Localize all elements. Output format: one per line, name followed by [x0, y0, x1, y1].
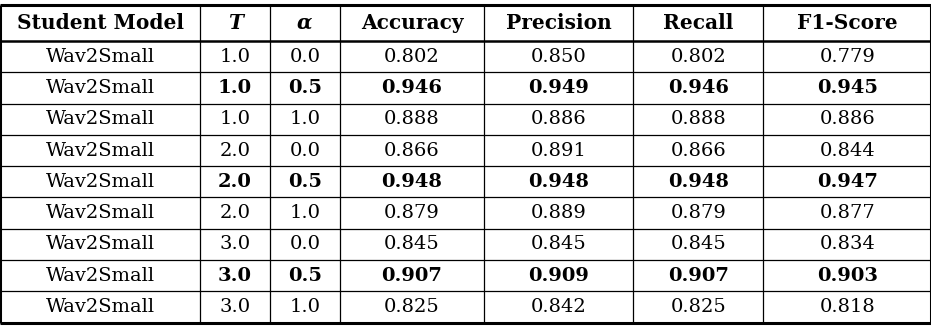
Text: 3.0: 3.0	[220, 235, 250, 253]
Text: α: α	[297, 13, 313, 33]
Text: 3.0: 3.0	[220, 298, 250, 316]
Text: 0.802: 0.802	[670, 48, 726, 66]
Text: 0.825: 0.825	[385, 298, 439, 316]
Text: 0.903: 0.903	[816, 267, 878, 285]
Text: 0.946: 0.946	[382, 79, 442, 97]
Text: Wav2Small: Wav2Small	[46, 235, 155, 253]
Text: 0.779: 0.779	[819, 48, 875, 66]
Text: Wav2Small: Wav2Small	[46, 267, 155, 285]
Text: 0.886: 0.886	[819, 110, 875, 128]
Text: 0.949: 0.949	[528, 79, 589, 97]
Text: 0.948: 0.948	[668, 173, 729, 191]
Text: 0.866: 0.866	[670, 142, 726, 160]
Text: 0.0: 0.0	[290, 142, 320, 160]
Text: 0.879: 0.879	[384, 204, 440, 222]
Text: T: T	[227, 13, 243, 33]
Text: Wav2Small: Wav2Small	[46, 110, 155, 128]
Text: 0.834: 0.834	[819, 235, 875, 253]
Text: 0.845: 0.845	[531, 235, 587, 253]
Text: 0.947: 0.947	[816, 173, 878, 191]
Text: 0.907: 0.907	[668, 267, 729, 285]
Text: Wav2Small: Wav2Small	[46, 142, 155, 160]
Text: 0.850: 0.850	[531, 48, 587, 66]
Text: 0.879: 0.879	[670, 204, 726, 222]
Text: F1-Score: F1-Score	[797, 13, 897, 33]
Text: Accuracy: Accuracy	[360, 13, 464, 33]
Text: Wav2Small: Wav2Small	[46, 48, 155, 66]
Text: 0.889: 0.889	[531, 204, 587, 222]
Text: Wav2Small: Wav2Small	[46, 204, 155, 222]
Text: 0.0: 0.0	[290, 48, 320, 66]
Text: 0.886: 0.886	[531, 110, 587, 128]
Text: 0.802: 0.802	[385, 48, 439, 66]
Text: 1.0: 1.0	[220, 110, 250, 128]
Text: 1.0: 1.0	[290, 110, 320, 128]
Text: Student Model: Student Model	[17, 13, 183, 33]
Text: 0.5: 0.5	[288, 173, 322, 191]
Text: Wav2Small: Wav2Small	[46, 79, 155, 97]
Text: 0.845: 0.845	[385, 235, 439, 253]
Text: 0.948: 0.948	[528, 173, 589, 191]
Text: 0.825: 0.825	[670, 298, 726, 316]
Text: 0.948: 0.948	[382, 173, 442, 191]
Text: 0.891: 0.891	[531, 142, 587, 160]
Text: 3.0: 3.0	[218, 267, 252, 285]
Text: 0.818: 0.818	[819, 298, 875, 316]
Text: 0.877: 0.877	[819, 204, 875, 222]
Text: 0.844: 0.844	[819, 142, 875, 160]
Text: 0.5: 0.5	[288, 79, 322, 97]
Text: 0.888: 0.888	[670, 110, 726, 128]
Text: 0.945: 0.945	[816, 79, 878, 97]
Text: 0.888: 0.888	[385, 110, 439, 128]
Text: 1.0: 1.0	[218, 79, 252, 97]
Text: 0.845: 0.845	[670, 235, 726, 253]
Text: 1.0: 1.0	[290, 298, 320, 316]
Text: 0.842: 0.842	[531, 298, 587, 316]
Text: 1.0: 1.0	[290, 204, 320, 222]
Text: 0.866: 0.866	[385, 142, 439, 160]
Text: Wav2Small: Wav2Small	[46, 298, 155, 316]
Text: 2.0: 2.0	[220, 142, 250, 160]
Text: Precision: Precision	[506, 13, 612, 33]
Text: 0.0: 0.0	[290, 235, 320, 253]
Text: 0.946: 0.946	[668, 79, 729, 97]
Text: 2.0: 2.0	[220, 204, 250, 222]
Text: 0.907: 0.907	[382, 267, 442, 285]
Text: 2.0: 2.0	[218, 173, 252, 191]
Text: 0.5: 0.5	[288, 267, 322, 285]
Text: 0.909: 0.909	[528, 267, 589, 285]
Text: Recall: Recall	[663, 13, 734, 33]
Text: Wav2Small: Wav2Small	[46, 173, 155, 191]
Text: 1.0: 1.0	[220, 48, 250, 66]
